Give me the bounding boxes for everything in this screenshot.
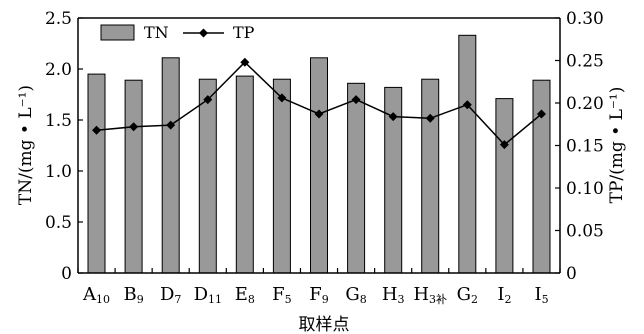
right-tick-label: 0.25 (566, 52, 604, 72)
x-tick-label: D7 (160, 284, 181, 306)
left-axis-ticks: 0 0.5 1.0 1.5 2.0 2.5 (45, 9, 83, 284)
left-tick-label: 2.0 (45, 60, 72, 80)
tn-bar (532, 79, 551, 274)
left-tick-label: 0 (61, 264, 72, 284)
tp-point (425, 113, 435, 123)
legend-tp-marker (199, 28, 208, 38)
tp-line-layer (92, 57, 546, 150)
tn-bar (421, 78, 440, 274)
x-tick-label: G2 (457, 284, 478, 306)
x-tick-label: F9 (309, 284, 329, 306)
tp-point (351, 95, 361, 105)
tp-point (314, 109, 324, 119)
right-tick-label: 0.15 (566, 137, 604, 157)
left-tick-label: 0.5 (45, 213, 72, 233)
tp-point (240, 57, 250, 67)
tp-point (388, 112, 398, 122)
tn-bar (235, 75, 254, 274)
tp-point (277, 93, 287, 103)
x-tick-label: E8 (235, 284, 255, 306)
x-tick-label: G8 (345, 284, 366, 306)
x-tick-label: D11 (194, 284, 222, 306)
x-tick-label: F5 (272, 284, 292, 306)
y-axis-left-label: TN/(mg • L⁻¹) (16, 85, 36, 205)
tn-bar (272, 78, 291, 274)
legend-tn-label: TN (144, 23, 169, 42)
legend-tn-swatch (100, 24, 135, 41)
tn-bars (87, 34, 551, 274)
x-tick-label: H3补 (413, 284, 447, 306)
tn-bar (347, 82, 366, 274)
tn-bar (198, 78, 217, 274)
right-tick-label: 0.20 (566, 94, 604, 114)
tp-point (129, 122, 139, 132)
y-axis-right-label: TP/(mg • L⁻¹) (607, 87, 627, 204)
x-tick-label: I2 (497, 284, 511, 306)
tp-point (536, 109, 546, 119)
tp-point (499, 140, 509, 150)
legend-tp-label: TP (233, 23, 255, 42)
tp-point (462, 100, 472, 110)
left-tick-label: 1.0 (45, 162, 72, 182)
x-axis-label: 取样点 (299, 315, 350, 334)
right-tick-label: 0.05 (566, 222, 604, 242)
tn-bar (495, 98, 514, 274)
tp-point (203, 95, 213, 105)
tn-bar (458, 34, 477, 274)
right-axis-ticks: 0 0.05 0.10 0.15 0.20 0.25 0.30 (555, 9, 604, 284)
left-tick-label: 1.5 (45, 111, 72, 131)
x-axis-ticks: A10 B9 D7 D11 E8 F5 F9 G8 H3 H3补 G2 I2 I5 (77, 268, 561, 306)
x-tick-label: B9 (123, 284, 143, 306)
legend: TN TP (100, 23, 255, 42)
tn-bar (87, 73, 106, 274)
tp-point (92, 125, 102, 135)
right-tick-label: 0 (566, 264, 577, 284)
right-tick-label: 0.10 (566, 179, 604, 199)
right-tick-label: 0.30 (566, 9, 604, 29)
tn-bar (161, 57, 180, 274)
tn-bar (124, 79, 143, 274)
x-tick-label: H3 (382, 284, 405, 306)
tn-bar (310, 57, 328, 274)
tp-point (166, 120, 176, 130)
left-tick-label: 2.5 (45, 9, 72, 29)
x-tick-label: I5 (534, 284, 548, 306)
x-tick-label: A10 (82, 284, 110, 306)
